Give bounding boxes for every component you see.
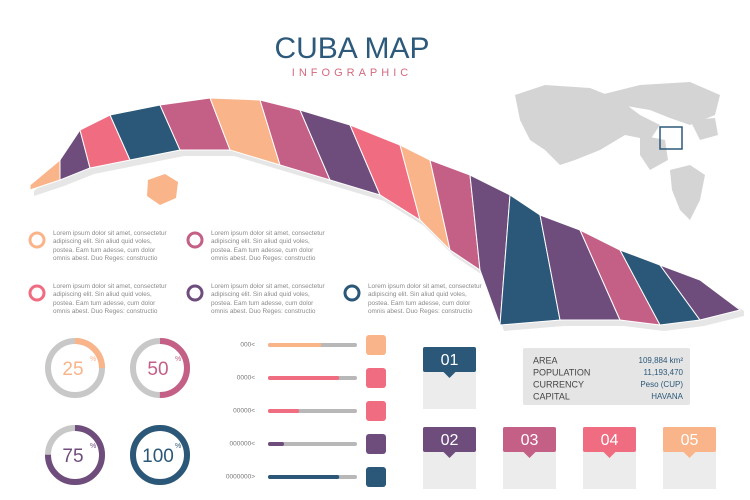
bar-fill: [268, 475, 340, 479]
box-notch: [443, 452, 456, 458]
box-notch: [443, 372, 456, 378]
donut-value: 100: [142, 446, 174, 467]
donut-unit: %: [90, 356, 96, 363]
fact-label: POPULATION: [533, 367, 590, 377]
box-header: [423, 347, 476, 372]
note-bullet: [343, 284, 361, 302]
donut-unit: %: [90, 443, 96, 450]
bar-swatch: [366, 401, 386, 421]
note-bullet: [186, 284, 204, 302]
title: CUBA MAP: [274, 32, 429, 65]
box-label: 03: [521, 432, 539, 449]
donut-value: 75: [62, 446, 83, 467]
subtitle: INFOGRAPHIC: [292, 67, 412, 79]
box-header: [583, 427, 636, 452]
box-notch: [603, 452, 616, 458]
note-bullet: [186, 231, 204, 249]
bar-fill: [268, 376, 340, 380]
note-bullet: [28, 231, 46, 249]
fact-value: 11,193,470: [644, 368, 684, 377]
donut-arc: [130, 338, 190, 398]
bar-swatch: [366, 368, 386, 388]
donut-arc: [45, 338, 105, 398]
bar-label: 0000<: [237, 375, 255, 382]
box-label: 04: [601, 432, 619, 449]
fact-value: HAVANA: [651, 392, 683, 401]
world-map: [515, 82, 720, 220]
note-text: Lorem ipsum dolor sit amet, consectetur …: [211, 283, 325, 316]
bar-swatch: [366, 335, 386, 355]
cuba-map: [29, 97, 744, 331]
bar-fill: [268, 409, 300, 413]
note-text: Lorem ipsum dolor sit amet, consectetur …: [211, 230, 325, 263]
box-label: 02: [441, 432, 459, 449]
fact-label: CAPITAL: [533, 391, 570, 401]
note-text: Lorem ipsum dolor sit amet, consectetur …: [53, 283, 167, 316]
bar-track: [268, 442, 357, 446]
box-header: [663, 427, 716, 452]
fact-label: AREA: [533, 355, 558, 365]
box-notch: [523, 452, 536, 458]
donut-arc: [130, 425, 190, 485]
note-bullet: [28, 284, 46, 302]
fact-value: 109,884 km²: [639, 356, 684, 365]
donut-unit: %: [175, 443, 181, 450]
bar-label: 00000<: [233, 408, 255, 415]
donut-value: 25: [62, 359, 83, 380]
note-text: Lorem ipsum dolor sit amet, consectetur …: [368, 283, 482, 316]
bar-label: 000<: [240, 342, 255, 349]
box-header: [423, 427, 476, 452]
province: [658, 263, 742, 321]
facts-panel: [523, 348, 690, 405]
note-text: Lorem ipsum dolor sit amet, consectetur …: [53, 230, 167, 263]
fact-label: CURRENCY: [533, 379, 584, 389]
bar-label: 0000000>: [226, 474, 255, 481]
fact-value: Peso (CUP): [640, 380, 683, 389]
isla-juventud: [147, 174, 178, 205]
bar-fill: [268, 343, 322, 347]
donut-arc: [45, 425, 105, 485]
bar-swatch: [366, 467, 386, 487]
bar-label: 000000<: [230, 441, 256, 448]
bar-swatch: [366, 434, 386, 454]
box-label: 05: [681, 432, 699, 449]
bar-fill: [268, 442, 285, 446]
box-label: 01: [441, 352, 459, 369]
donut-value: 50: [147, 359, 168, 380]
box-notch: [683, 452, 696, 458]
box-header: [503, 427, 556, 452]
donut-unit: %: [175, 356, 181, 363]
